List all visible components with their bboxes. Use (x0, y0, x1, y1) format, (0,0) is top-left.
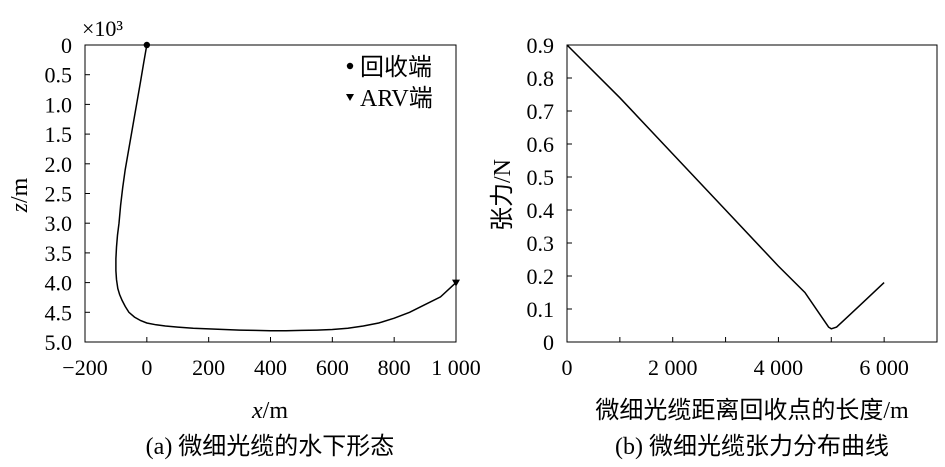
chart-b-x-tick-label: 6 000 (859, 355, 909, 380)
chart-a-markers (143, 41, 460, 287)
chart-a-y-tick-label: 3.0 (45, 211, 73, 236)
chart-a-legend: 回收端 ARV端 (346, 54, 433, 112)
chart-b-y-tick-label: 0.6 (527, 132, 555, 157)
chart-b-x-ticks: 0 2 000 4 000 6 000 (562, 337, 938, 380)
chart-a-y-tick-label: 1.0 (45, 92, 73, 117)
chart-b-x-axis-label: 微细光缆距离回收点的长度/m (595, 397, 909, 424)
chart-a-y-tick-label: 1.5 (45, 122, 73, 147)
chart-a-x-tick-label: 800 (378, 355, 411, 380)
chart-b-x-tick-label: 0 (562, 355, 573, 380)
chart-a-y-axis-var: z (7, 202, 33, 213)
chart-a-x-axis-var: x (251, 398, 263, 424)
chart-a-y-multiplier: ×10³ (82, 16, 123, 41)
chart-b-caption: (b) 微细光缆张力分布曲线 (615, 433, 889, 460)
chart-a-x-tick-label: −200 (62, 355, 107, 380)
chart-a: −200 0 200 400 600 800 1 000 0 0.5 1.0 1.5 2.0 2.5 3… (7, 16, 481, 460)
chart-b-x-tick-label: 2 000 (648, 355, 698, 380)
chart-b-y-tick-label: 0.9 (527, 33, 555, 58)
chart-a-cable-line (115, 44, 457, 332)
chart-b-y-axis-label: 张力/N (489, 159, 516, 231)
chart-a-y-tick-label: 2.5 (45, 182, 73, 207)
chart-a-x-axis-label: x/m (251, 398, 288, 424)
chart-a-x-tick-label: 0 (141, 355, 152, 380)
chart-a-marker-arv-end (452, 279, 460, 287)
chart-b-y-tick-label: 0 (543, 330, 554, 355)
chart-a-y-tick-label: 4.0 (45, 271, 73, 296)
chart-a-y-ticks: 0 0.5 1.0 1.5 2.0 2.5 3.0 3.5 4.0 4.5 5.0 (45, 33, 90, 355)
chart-b-y-tick-label: 0.2 (527, 264, 555, 289)
chart-a-x-tick-label: 400 (254, 355, 287, 380)
chart-a-x-tick-label: 200 (192, 355, 225, 380)
chart-a-y-axis-unit: /m (7, 177, 33, 203)
chart-a-y-tick-label: 4.5 (45, 300, 73, 325)
chart-b-y-tick-label: 0.8 (527, 66, 555, 91)
chart-a-x-ticks: −200 0 200 400 600 800 1 000 (62, 337, 481, 380)
legend-label-recovery-end: 回收端 (360, 54, 432, 81)
chart-b-y-tick-label: 0.3 (527, 231, 555, 256)
legend-circle-marker (346, 62, 354, 70)
chart-a-caption: (a) 微细光缆的水下形态 (146, 433, 395, 460)
chart-b-y-tick-label: 0.1 (527, 297, 555, 322)
chart-a-y-tick-label: 0 (61, 33, 72, 58)
chart-b-y-tick-label: 0.5 (527, 165, 555, 190)
chart-b-tension-line (566, 44, 885, 330)
chart-b-y-ticks: 0 0.1 0.2 0.3 0.4 0.5 0.6 0.7 0.8 0.9 (527, 33, 572, 355)
chart-a-y-tick-label: 0.5 (45, 63, 73, 88)
chart-a-y-tick-label: 3.5 (45, 241, 73, 266)
chart-b-y-tick-label: 0.7 (527, 99, 555, 124)
chart-b-y-tick-label: 0.4 (527, 198, 555, 223)
chart-a-y-tick-label: 5.0 (45, 330, 73, 355)
chart-a-y-tick-label: 2.0 (45, 152, 73, 177)
chart-a-marker-recovery-end (143, 41, 151, 49)
chart-b-x-tick-label: 4 000 (754, 355, 804, 380)
chart-a-y-axis-label: z/m (7, 177, 33, 213)
chart-b-plot-frame (566, 44, 938, 343)
chart-a-x-tick-label: 600 (316, 355, 349, 380)
chart-a-x-tick-label: 1 000 (431, 355, 481, 380)
chart-a-x-axis-unit: /m (263, 398, 289, 424)
legend-label-arv-end: ARV端 (360, 85, 433, 112)
legend-triangle-marker (346, 94, 354, 101)
